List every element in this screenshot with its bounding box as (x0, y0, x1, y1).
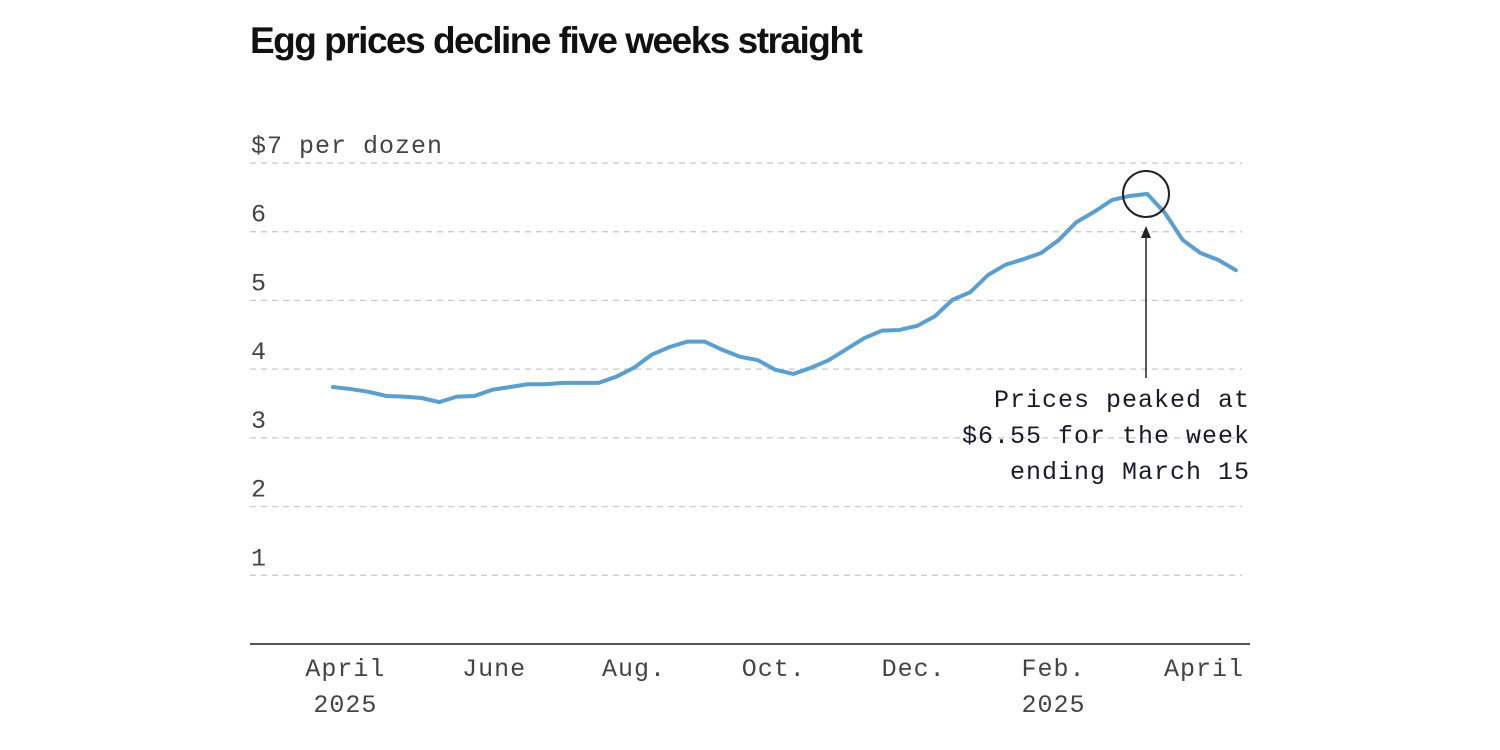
x-tick-label: April (1163, 655, 1244, 684)
x-tick-label: Oct. (741, 655, 806, 684)
chart-title: Egg prices decline five weeks straight (250, 20, 863, 61)
peak-circle (1122, 170, 1170, 218)
grid (250, 162, 1242, 576)
y-tick-label: 2 (251, 476, 267, 505)
price-line (331, 191, 1238, 405)
x-tick-label: Dec. (881, 655, 946, 684)
arrow-head (1141, 226, 1151, 238)
y-tick-label: 3 (251, 407, 267, 436)
plot (331, 191, 1238, 405)
annotation: Prices peaked at $6.55 for the week endi… (961, 386, 1250, 487)
x-tick-label: Aug. (601, 655, 666, 684)
x-tick-label: April 2025 (305, 655, 386, 720)
x-tick-label: Feb. 2025 (1021, 655, 1086, 720)
y-tick-label: 1 (251, 544, 267, 573)
x-tick-label: June (462, 655, 527, 684)
y-tick-label: 4 (251, 338, 267, 367)
y-tick-label: 6 (251, 201, 267, 230)
y-tick-label: $7 per dozen (251, 132, 443, 161)
y-tick-label: 5 (251, 269, 267, 298)
